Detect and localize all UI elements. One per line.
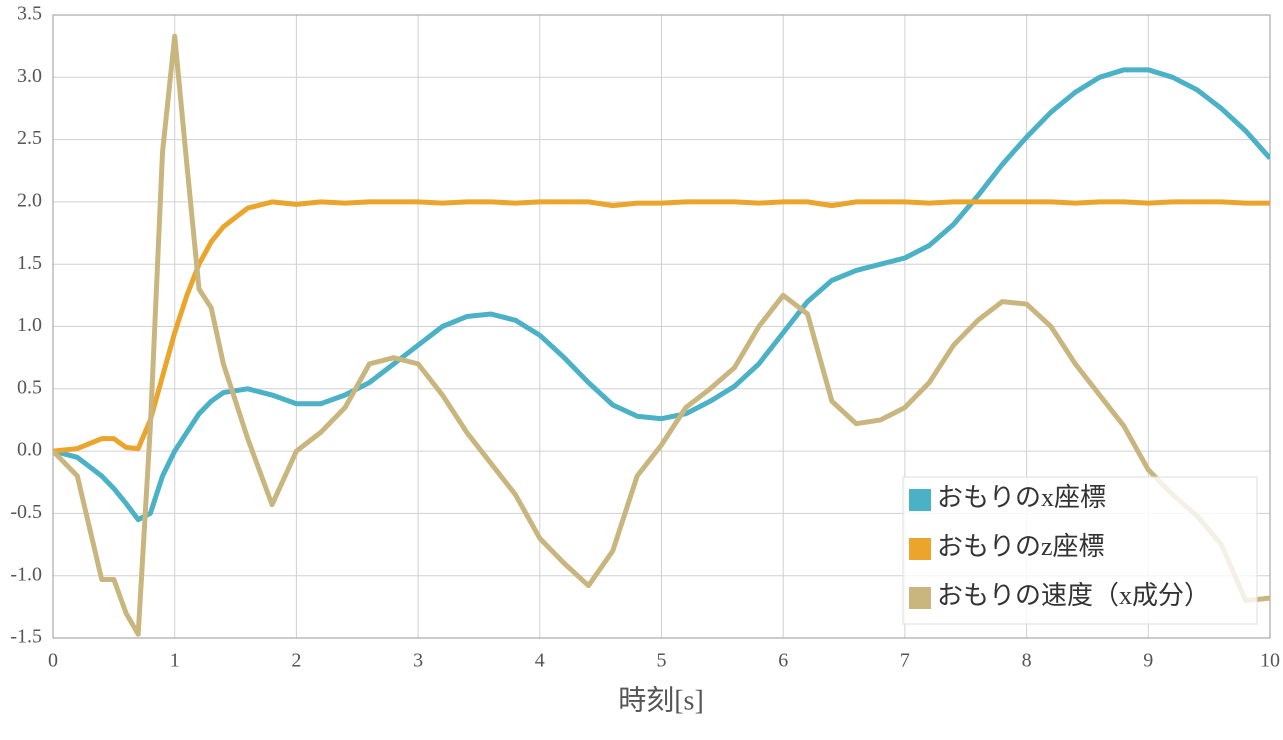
y-tick-label: 3.0 <box>17 65 42 87</box>
x-tick-label: 6 <box>778 650 788 672</box>
y-tick-label: 0.5 <box>17 376 42 398</box>
legend-label: おもりの速度（x成分） <box>937 581 1210 610</box>
legend-label: おもりのx座標 <box>937 483 1106 512</box>
x-tick-label: 5 <box>657 650 667 672</box>
y-tick-label: 1.0 <box>17 314 42 336</box>
plot-border <box>52 14 1271 639</box>
series-line <box>53 199 1270 454</box>
y-tick-label: -1.0 <box>10 563 42 585</box>
x-tick-label: 9 <box>1143 650 1153 672</box>
legend-label: おもりのz座標 <box>937 532 1105 561</box>
y-tick-label: 0.0 <box>17 439 42 461</box>
y-tick-label: 2.5 <box>17 127 42 149</box>
x-tick-label: 7 <box>900 650 910 672</box>
series-line <box>53 67 1270 523</box>
plot-lines <box>53 33 1270 637</box>
x-tick-label: 2 <box>291 650 301 672</box>
x-tick-label: 1 <box>170 650 180 672</box>
x-tick-label: 0 <box>48 650 58 672</box>
x-axis-label: 時刻[s] <box>618 684 704 716</box>
legend-box <box>902 476 1258 625</box>
y-tick-label: 2.0 <box>17 189 42 211</box>
legend-swatch <box>909 538 931 560</box>
y-tick-label: 3.5 <box>17 3 42 25</box>
legend-swatch <box>909 587 931 609</box>
y-tick-label: -1.5 <box>10 626 42 648</box>
x-tick-label: 4 <box>535 650 545 672</box>
legend-swatch <box>909 489 931 511</box>
x-tick-label: 8 <box>1022 650 1032 672</box>
series-line <box>53 33 1270 637</box>
x-tick-label: 10 <box>1260 650 1280 672</box>
y-tick-label: -0.5 <box>10 501 42 523</box>
y-tick-label: 1.5 <box>17 252 42 274</box>
x-tick-label: 3 <box>413 650 423 672</box>
